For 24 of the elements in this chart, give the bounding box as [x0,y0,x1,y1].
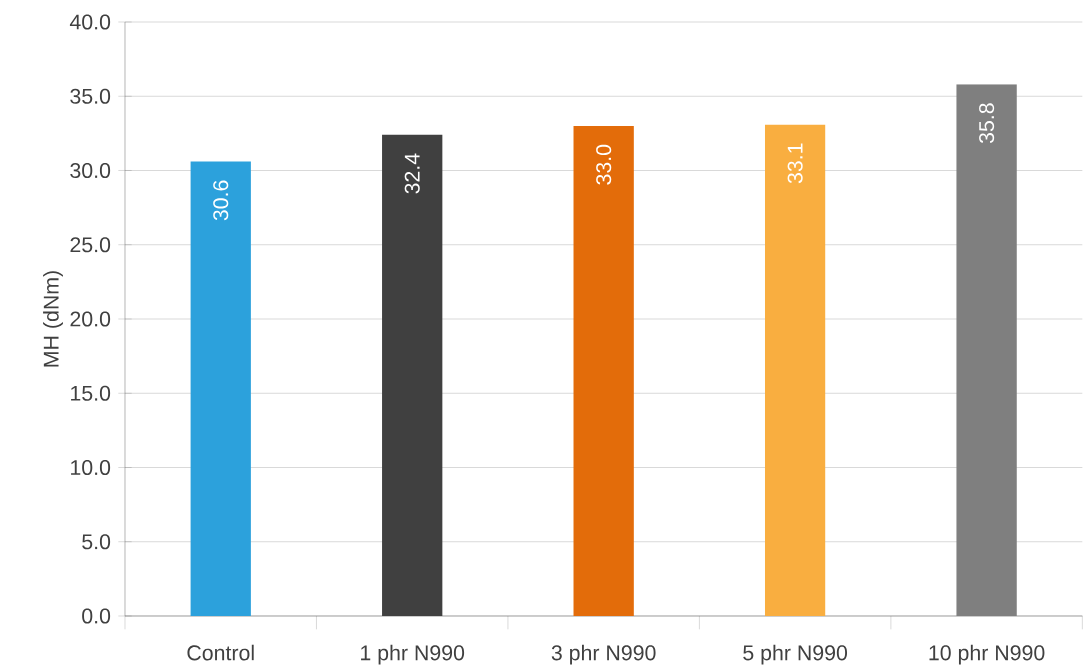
y-tick-label: 15.0 [71,385,111,401]
data-label: 32.4 [404,153,420,194]
y-tick-label: 35.0 [70,88,111,104]
data-label: 30.6 [213,180,229,221]
data-label: 35.8 [979,103,995,144]
x-tick-label: 5 phr N990 [743,644,848,665]
bar [382,134,443,616]
x-tick-label: 10 phr N990 [929,644,1045,665]
y-tick-label: 30.0 [70,162,111,179]
y-tick-label: 0.0 [82,608,111,624]
y-tick-label: 25.0 [70,237,111,253]
bar [573,125,634,616]
y-axis-title: MH (dNm) [43,271,63,367]
y-tick-label: 5.0 [82,534,111,550]
x-tick-label: Control [187,644,254,661]
y-tick-label: 40.0 [69,14,111,30]
x-tick-label: 1 phr N990 [361,644,465,665]
y-tick-label: 20.0 [70,311,111,327]
bar [764,124,826,616]
data-label: 33.1 [787,143,803,184]
data-label: 33.0 [596,144,612,185]
y-tick-label: 10.0 [71,459,111,476]
bar [190,161,251,616]
x-tick-label: 3 phr N990 [551,644,656,665]
